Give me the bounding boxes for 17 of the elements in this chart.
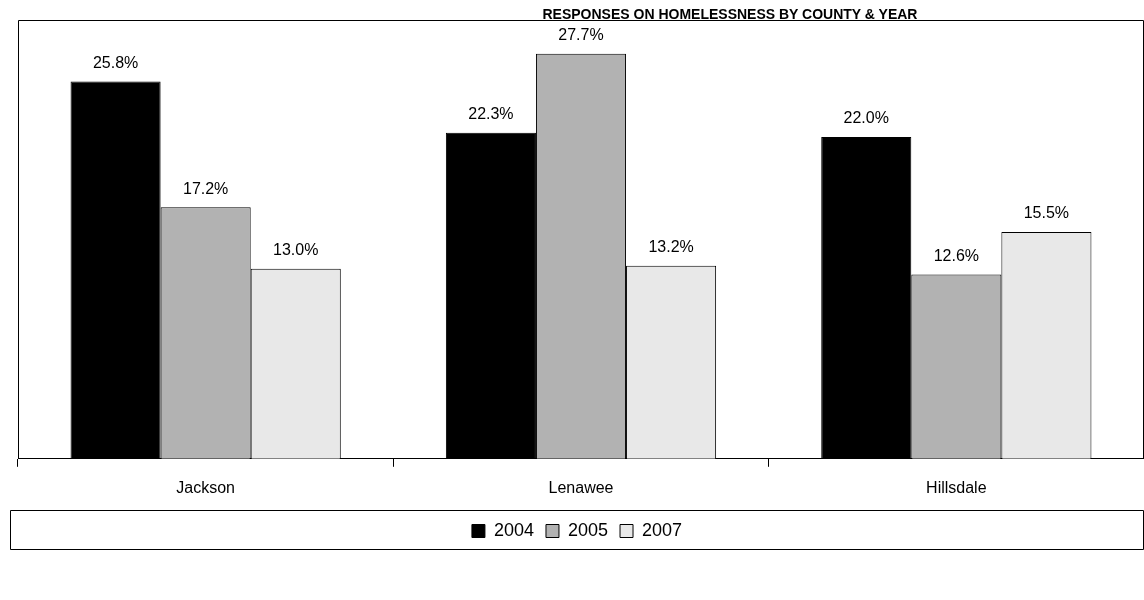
chart-title: RESPONSES ON HOMELESSNESS BY COUNTY & YEAR	[541, 6, 919, 22]
data-label: 22.0%	[843, 109, 889, 127]
legend-label: 2007	[642, 519, 683, 540]
data-label: 27.7%	[558, 26, 604, 44]
legend-label: 2005	[567, 519, 609, 540]
x-tick-label: Hillsdale	[926, 478, 987, 496]
x-tick-label: Lenawee	[548, 478, 614, 496]
bar	[70, 81, 161, 459]
data-label: 22.3%	[468, 105, 514, 123]
data-label: 13.2%	[648, 238, 694, 256]
data-label: 13.0%	[273, 241, 319, 259]
data-label: 25.8%	[92, 53, 139, 71]
x-tick-label: Jackson	[176, 478, 236, 496]
data-label: 17.2%	[182, 179, 229, 197]
data-label: 15.5%	[1023, 204, 1070, 222]
data-label: 12.6%	[933, 246, 980, 264]
legend-label: 2004	[493, 519, 534, 540]
